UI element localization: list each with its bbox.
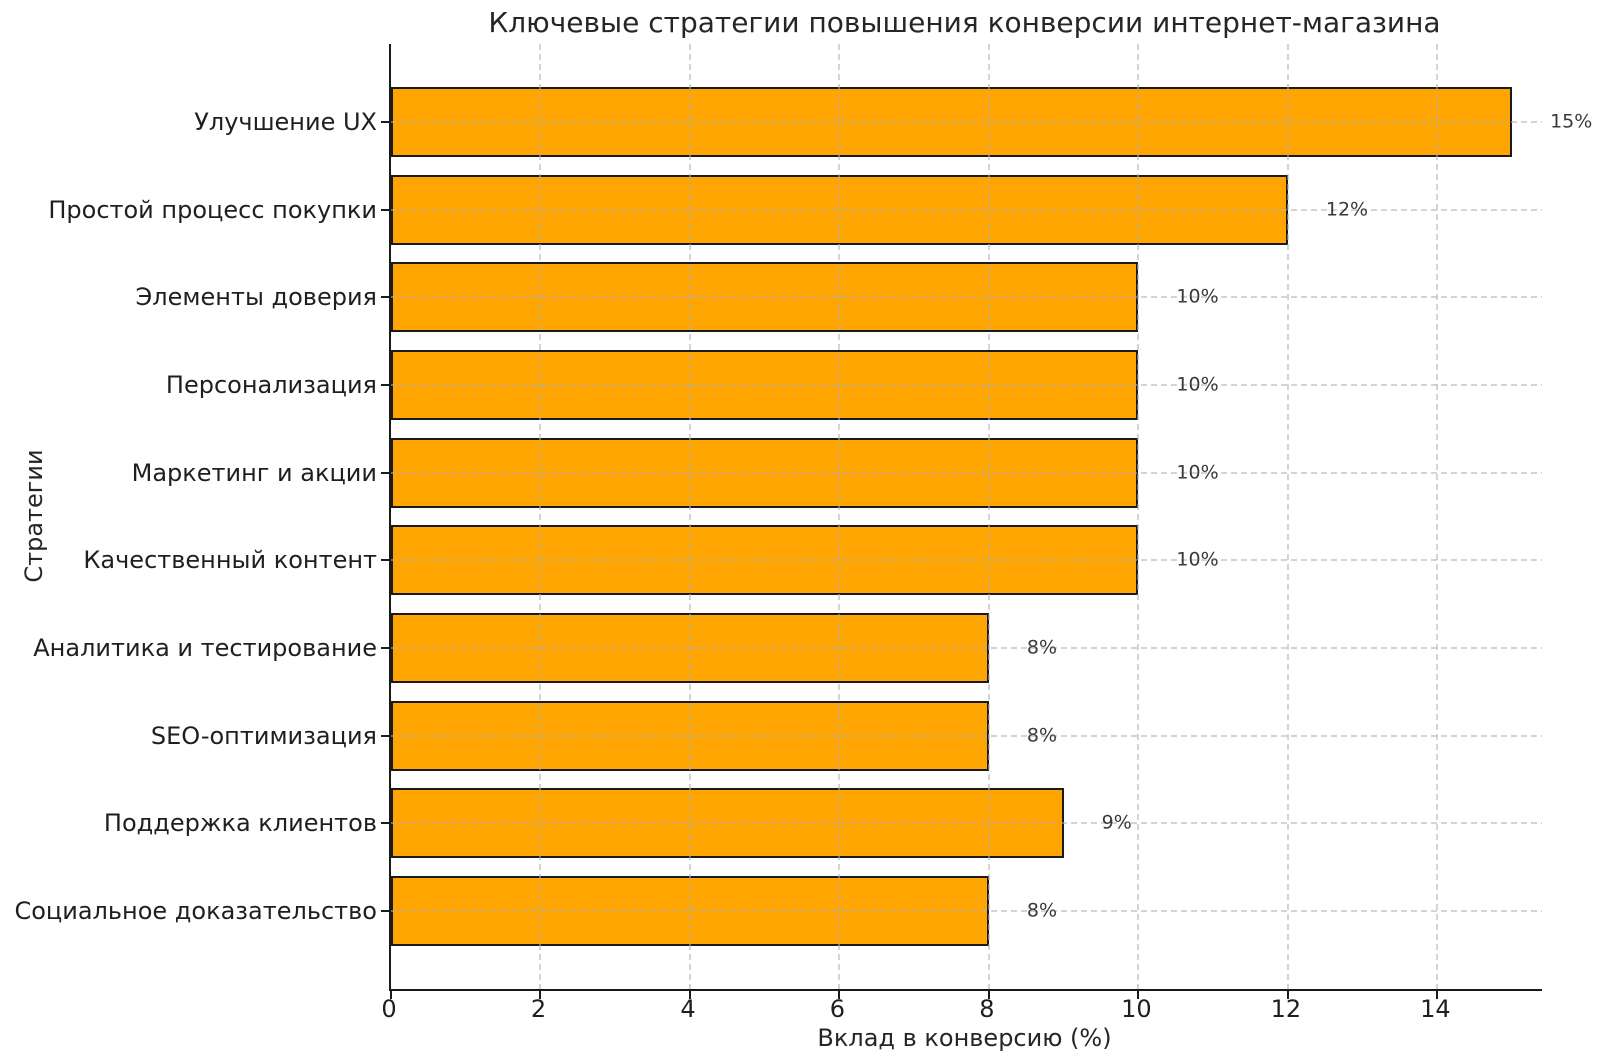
y-tick-mark [381,208,389,211]
category-label: Простой процесс покупки [48,195,377,224]
category-label: Маркетинг и акции [131,458,377,487]
y-tick-mark [381,909,389,912]
y-axis-label: Стратегии [20,449,48,583]
y-tick-mark [381,121,389,124]
y-tick-mark [381,471,389,474]
y-gridline [391,646,1542,649]
bar-value-label: 15% [1550,110,1593,133]
y-gridline [391,471,1542,474]
y-tick-mark [381,822,389,825]
x-tick-mark [1286,991,1289,999]
x-axis-label: Вклад в конверсию (%) [817,1024,1112,1052]
x-tick-mark [987,991,990,999]
y-gridline [391,909,1542,912]
category-label: Социальное доказательство [14,896,377,925]
y-gridline [391,296,1542,299]
y-gridline [391,384,1542,386]
category-label: Аналитика и тестирование [33,633,377,662]
y-gridline [391,121,1542,124]
x-tick-label: 6 [829,995,846,1023]
y-gridline [391,559,1542,562]
x-gridline [987,44,990,989]
bar-value-label: 8% [1026,899,1058,922]
bar-value-label: 12% [1325,198,1369,221]
x-gridline [1286,44,1289,989]
bar-value-label: 10% [1176,373,1219,396]
x-tick-label: 2 [530,995,547,1023]
bar-value-label: 8% [1026,636,1058,659]
x-tick-mark [539,991,542,999]
x-tick-mark [1137,991,1140,999]
bar-value-label: 10% [1176,461,1219,484]
plot-area: 15% 12% 10% 10% 10% 10% 8% 8% 9% 8% [381,44,1592,999]
y-tick-mark [381,646,389,649]
x-tick-label: 10 [1121,995,1152,1023]
category-label: Элементы доверия [135,283,377,312]
x-tick-mark [838,991,841,999]
chart-title: Ключевые стратегии повышения конверсии и… [488,6,1441,39]
x-gridline [838,44,841,989]
x-tick-mark [1436,991,1439,999]
x-tick-label: 14 [1420,995,1451,1023]
y-gridline [391,734,1542,737]
x-gridline [1436,44,1439,989]
category-label: Персонализация [165,371,377,399]
x-tick-mark [688,991,691,999]
bar-value-label: 8% [1026,724,1058,747]
y-gridline [391,822,1542,825]
y-tick-mark [381,559,389,562]
x-tick-label: 8 [979,995,995,1023]
category-label: SEO-оптимизация [150,721,377,750]
y-tick-mark [381,734,389,737]
x-tick-label: 0 [381,995,397,1023]
x-gridline [539,44,542,989]
category-label: Поддержка клиентов [103,809,377,838]
bar-value-label: 10% [1176,548,1219,571]
x-gridline [1137,44,1140,989]
category-label: Качественный контент [83,546,377,575]
bar-value-label: 9% [1101,811,1132,834]
x-tick-mark [390,991,392,999]
x-gridline [688,44,691,989]
y-gridline [391,208,1542,211]
category-label: Улучшение UX [194,108,377,137]
x-tick-label: 12 [1270,995,1302,1023]
y-tick-mark [381,296,389,299]
x-tick-label: 4 [680,995,696,1023]
y-tick-mark [381,384,389,386]
bar-value-label: 10% [1176,285,1219,308]
